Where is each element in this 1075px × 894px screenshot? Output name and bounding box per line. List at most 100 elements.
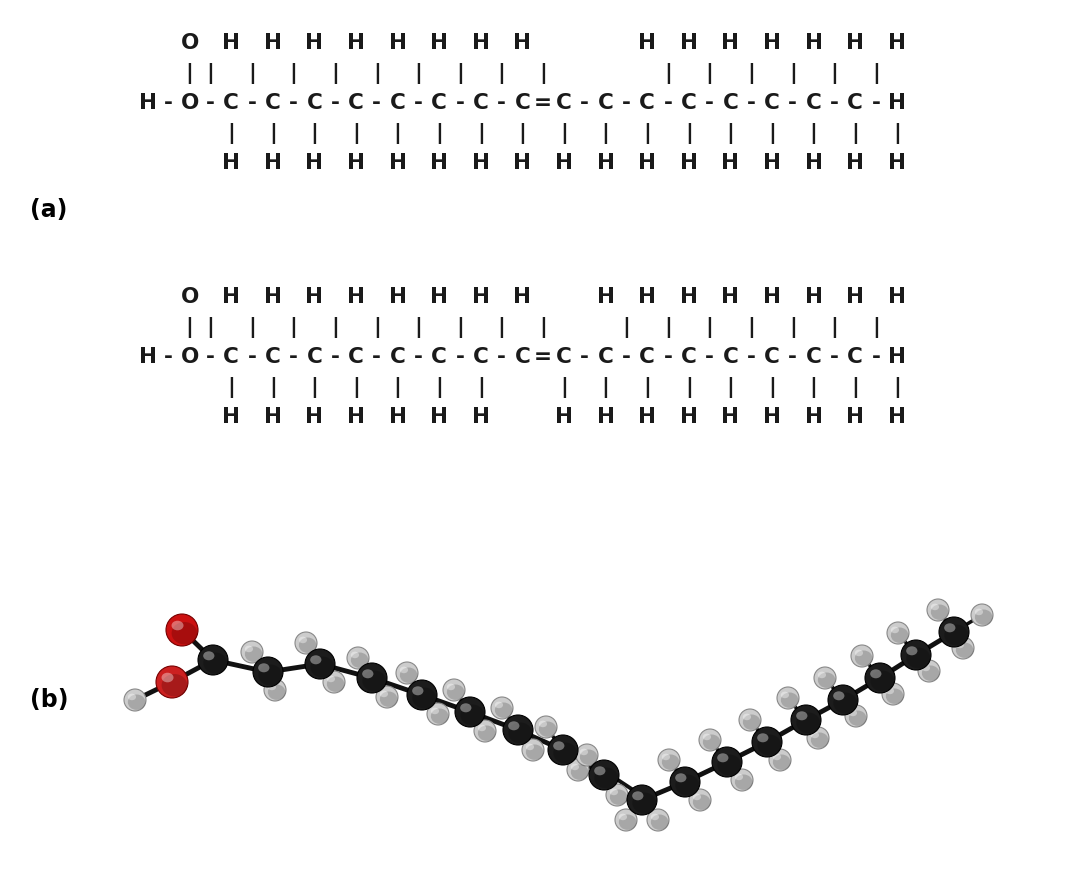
Ellipse shape [901,640,931,670]
Ellipse shape [503,715,533,745]
Text: |: | [415,63,422,83]
Ellipse shape [447,684,455,690]
Text: |: | [435,122,443,144]
Text: H: H [888,407,906,427]
Ellipse shape [350,653,369,668]
Ellipse shape [886,687,894,695]
Ellipse shape [203,653,227,673]
Text: |: | [705,316,714,338]
Text: C: C [515,93,530,113]
Ellipse shape [689,789,711,811]
Ellipse shape [743,713,751,721]
Text: H: H [263,407,282,427]
Ellipse shape [400,668,417,683]
Text: H: H [305,153,324,173]
Text: H: H [472,153,490,173]
Text: -: - [247,347,257,367]
Text: H: H [639,33,656,53]
Ellipse shape [258,663,270,672]
Text: |: | [269,376,276,398]
Text: |: | [540,316,547,338]
Ellipse shape [828,685,858,715]
Text: -: - [497,93,506,113]
Text: |: | [768,376,776,398]
Text: -: - [747,93,756,113]
Text: H: H [223,407,240,427]
Ellipse shape [647,809,669,831]
Text: H: H [139,93,157,113]
Text: C: C [431,347,447,367]
Ellipse shape [124,689,146,711]
Text: H: H [804,407,822,427]
Text: C: C [389,93,405,113]
Ellipse shape [350,652,359,658]
Text: -: - [788,93,798,113]
Text: O: O [181,347,199,367]
Text: H: H [888,153,906,173]
Ellipse shape [554,741,564,750]
Text: H: H [514,153,531,173]
Ellipse shape [627,785,657,815]
Ellipse shape [166,614,198,646]
Text: H: H [846,33,864,53]
Text: H: H [721,287,740,307]
Ellipse shape [460,704,472,713]
Ellipse shape [717,755,742,775]
Ellipse shape [526,744,534,750]
Text: C: C [598,347,614,367]
Ellipse shape [870,670,882,679]
Text: H: H [763,33,782,53]
Ellipse shape [670,767,700,797]
Text: C: C [598,93,614,113]
Text: H: H [305,287,324,307]
Text: |: | [311,376,318,398]
Ellipse shape [245,646,262,662]
Text: C: C [264,347,281,367]
Text: C: C [515,347,530,367]
Ellipse shape [322,671,345,693]
Text: H: H [888,287,906,307]
Ellipse shape [777,687,799,709]
Text: H: H [888,33,906,53]
Ellipse shape [757,733,769,742]
Text: -: - [705,93,714,113]
Ellipse shape [971,604,993,626]
Text: |: | [373,63,381,83]
Ellipse shape [662,754,670,760]
Text: |: | [353,376,360,398]
Text: -: - [206,93,215,113]
Ellipse shape [376,686,398,708]
Ellipse shape [818,672,835,687]
Ellipse shape [589,760,619,790]
Text: H: H [263,287,282,307]
Text: H: H [430,407,448,427]
Ellipse shape [662,755,679,770]
Text: H: H [639,153,656,173]
Text: |: | [560,122,568,144]
Ellipse shape [906,647,930,669]
Ellipse shape [474,720,496,742]
Text: C: C [847,93,863,113]
Ellipse shape [379,691,398,707]
Text: |: | [186,63,194,83]
Text: -: - [456,347,464,367]
Text: C: C [306,93,322,113]
Text: |: | [893,376,901,398]
Text: H: H [763,287,782,307]
Text: |: | [415,316,422,338]
Ellipse shape [198,645,228,675]
Ellipse shape [619,814,636,830]
Text: |: | [289,63,298,83]
Ellipse shape [172,620,184,630]
Text: H: H [388,153,406,173]
Ellipse shape [849,711,866,726]
Ellipse shape [938,617,969,647]
Ellipse shape [311,656,334,678]
Ellipse shape [975,610,992,625]
Text: |: | [393,376,402,398]
Text: -: - [872,347,880,367]
Ellipse shape [362,670,373,679]
Ellipse shape [918,660,940,682]
Ellipse shape [299,637,316,653]
Text: H: H [347,153,366,173]
